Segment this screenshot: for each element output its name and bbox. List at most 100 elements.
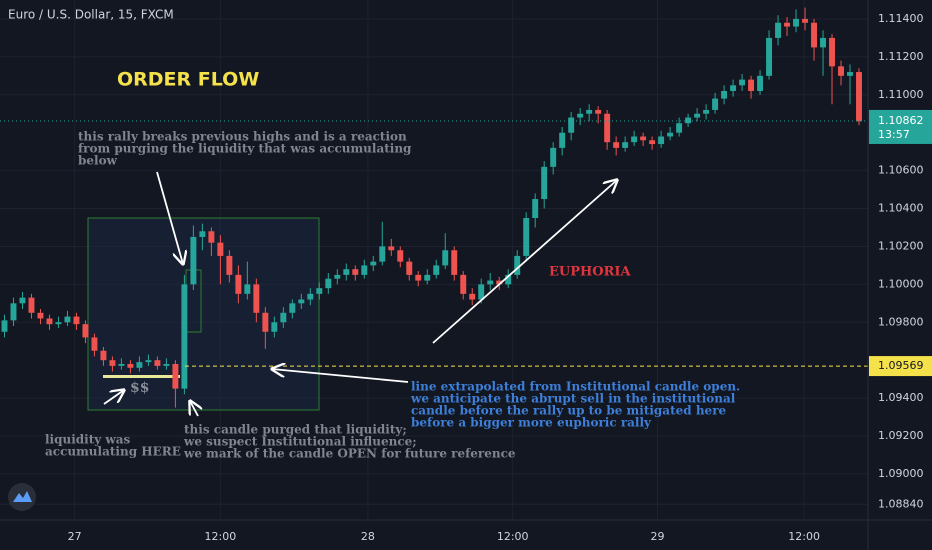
candle-body	[649, 140, 656, 145]
candle-body	[775, 22, 782, 38]
liquidity-line	[103, 375, 180, 378]
candle-body	[244, 284, 251, 294]
candle-body	[739, 79, 746, 86]
candle-body	[397, 250, 404, 262]
x-tick-label: 28	[361, 530, 375, 543]
candle-body	[784, 22, 791, 27]
candle-body	[289, 303, 296, 313]
y-tick-label: 1.08840	[878, 497, 924, 510]
candle-body	[766, 37, 773, 76]
y-tick-label: 1.09400	[878, 391, 924, 404]
candle-body	[433, 265, 440, 275]
y-tick-label: 1.09000	[878, 467, 924, 480]
candle-body	[712, 98, 719, 110]
line-note: we anticipate the abrupt sell in the ins…	[410, 392, 736, 406]
candle-body	[172, 363, 179, 389]
candle-body	[10, 303, 17, 321]
candle-body	[793, 18, 800, 27]
candle-body	[541, 166, 548, 200]
candle-body	[820, 37, 826, 48]
candle-body	[550, 147, 557, 167]
candle-body	[622, 142, 629, 148]
arrow	[103, 390, 124, 405]
candle-body	[370, 261, 377, 266]
arrow	[272, 369, 409, 383]
candle-body	[523, 218, 530, 256]
candle-body	[748, 79, 755, 91]
candle-body	[334, 274, 341, 279]
liquidity-note: liquidity was	[45, 433, 131, 447]
candle-body	[811, 22, 817, 48]
candles	[1, 7, 862, 408]
candle-body	[361, 265, 368, 275]
candle-body	[838, 66, 844, 76]
candle-body	[613, 142, 620, 148]
chart-title: Euro / U.S. Dollar, 15, FXCM	[8, 8, 174, 22]
candle-body	[532, 199, 539, 219]
rally-note: this rally breaks previous highs and is …	[78, 130, 407, 144]
candle-body	[181, 284, 188, 389]
candle-body	[442, 250, 449, 266]
candle-body	[469, 293, 476, 300]
rally-note: from purging the liquidity that was accu…	[78, 142, 412, 156]
candle-body	[271, 322, 278, 332]
candle-body	[253, 284, 260, 313]
y-tick-label: 1.11200	[878, 50, 924, 63]
candle-body	[667, 132, 674, 137]
euphoria-label: EUPHORIA	[549, 265, 632, 280]
x-tick-label: 29	[651, 530, 665, 543]
candle-body	[46, 318, 53, 325]
current-price-label: 1.10862	[878, 114, 924, 127]
candle-body	[505, 274, 512, 285]
y-tick-label: 1.11400	[878, 12, 924, 25]
line-note: line extrapolated from Institutional can…	[411, 380, 740, 394]
candle-body	[163, 363, 170, 366]
candle-body	[694, 113, 701, 118]
arrow	[190, 401, 198, 417]
candle-body	[352, 269, 359, 275]
candle-body	[73, 316, 80, 325]
candle-body	[487, 280, 494, 285]
candle-body	[703, 109, 710, 114]
arrow	[156, 171, 183, 264]
candle-body	[262, 312, 269, 332]
candle-body	[685, 117, 692, 124]
candle-body	[100, 350, 107, 361]
candle-body	[604, 113, 611, 143]
candle-body	[307, 293, 314, 300]
y-tick-label: 1.10600	[878, 164, 924, 177]
logo-icon	[13, 491, 32, 502]
countdown-label: 13:57	[878, 128, 910, 141]
line-note: candle before the rally up to be mitigat…	[411, 404, 727, 418]
candle-body	[847, 72, 853, 76]
y-tick-label: 1.10000	[878, 277, 924, 290]
candle-body	[127, 363, 134, 368]
candle-body	[154, 360, 161, 366]
candle-body	[568, 117, 575, 133]
candle-body	[316, 288, 323, 294]
candle-body	[55, 322, 62, 325]
candle-body	[64, 316, 71, 323]
level-label-box	[869, 356, 932, 377]
candle-body	[19, 297, 26, 304]
candle-body	[109, 360, 116, 366]
y-tick-label: 1.11000	[878, 88, 924, 101]
candle-body	[721, 90, 728, 99]
y-tick-label: 1.10200	[878, 239, 924, 252]
candle-body	[514, 255, 521, 275]
candle-body	[577, 113, 584, 118]
candle-body	[199, 231, 206, 237]
line-note: before a bigger more euphoric rally	[411, 416, 652, 430]
candle-body	[118, 363, 125, 366]
overlay	[0, 120, 868, 367]
candle-body	[856, 72, 862, 122]
y-tick-label: 1.09800	[878, 315, 924, 328]
candle-body	[415, 274, 422, 281]
rally-note: below	[78, 154, 118, 168]
candle-body	[280, 312, 287, 323]
candle-body	[28, 297, 35, 313]
candle-body	[586, 109, 593, 114]
candle-body	[325, 278, 332, 289]
candle-body	[343, 269, 350, 275]
